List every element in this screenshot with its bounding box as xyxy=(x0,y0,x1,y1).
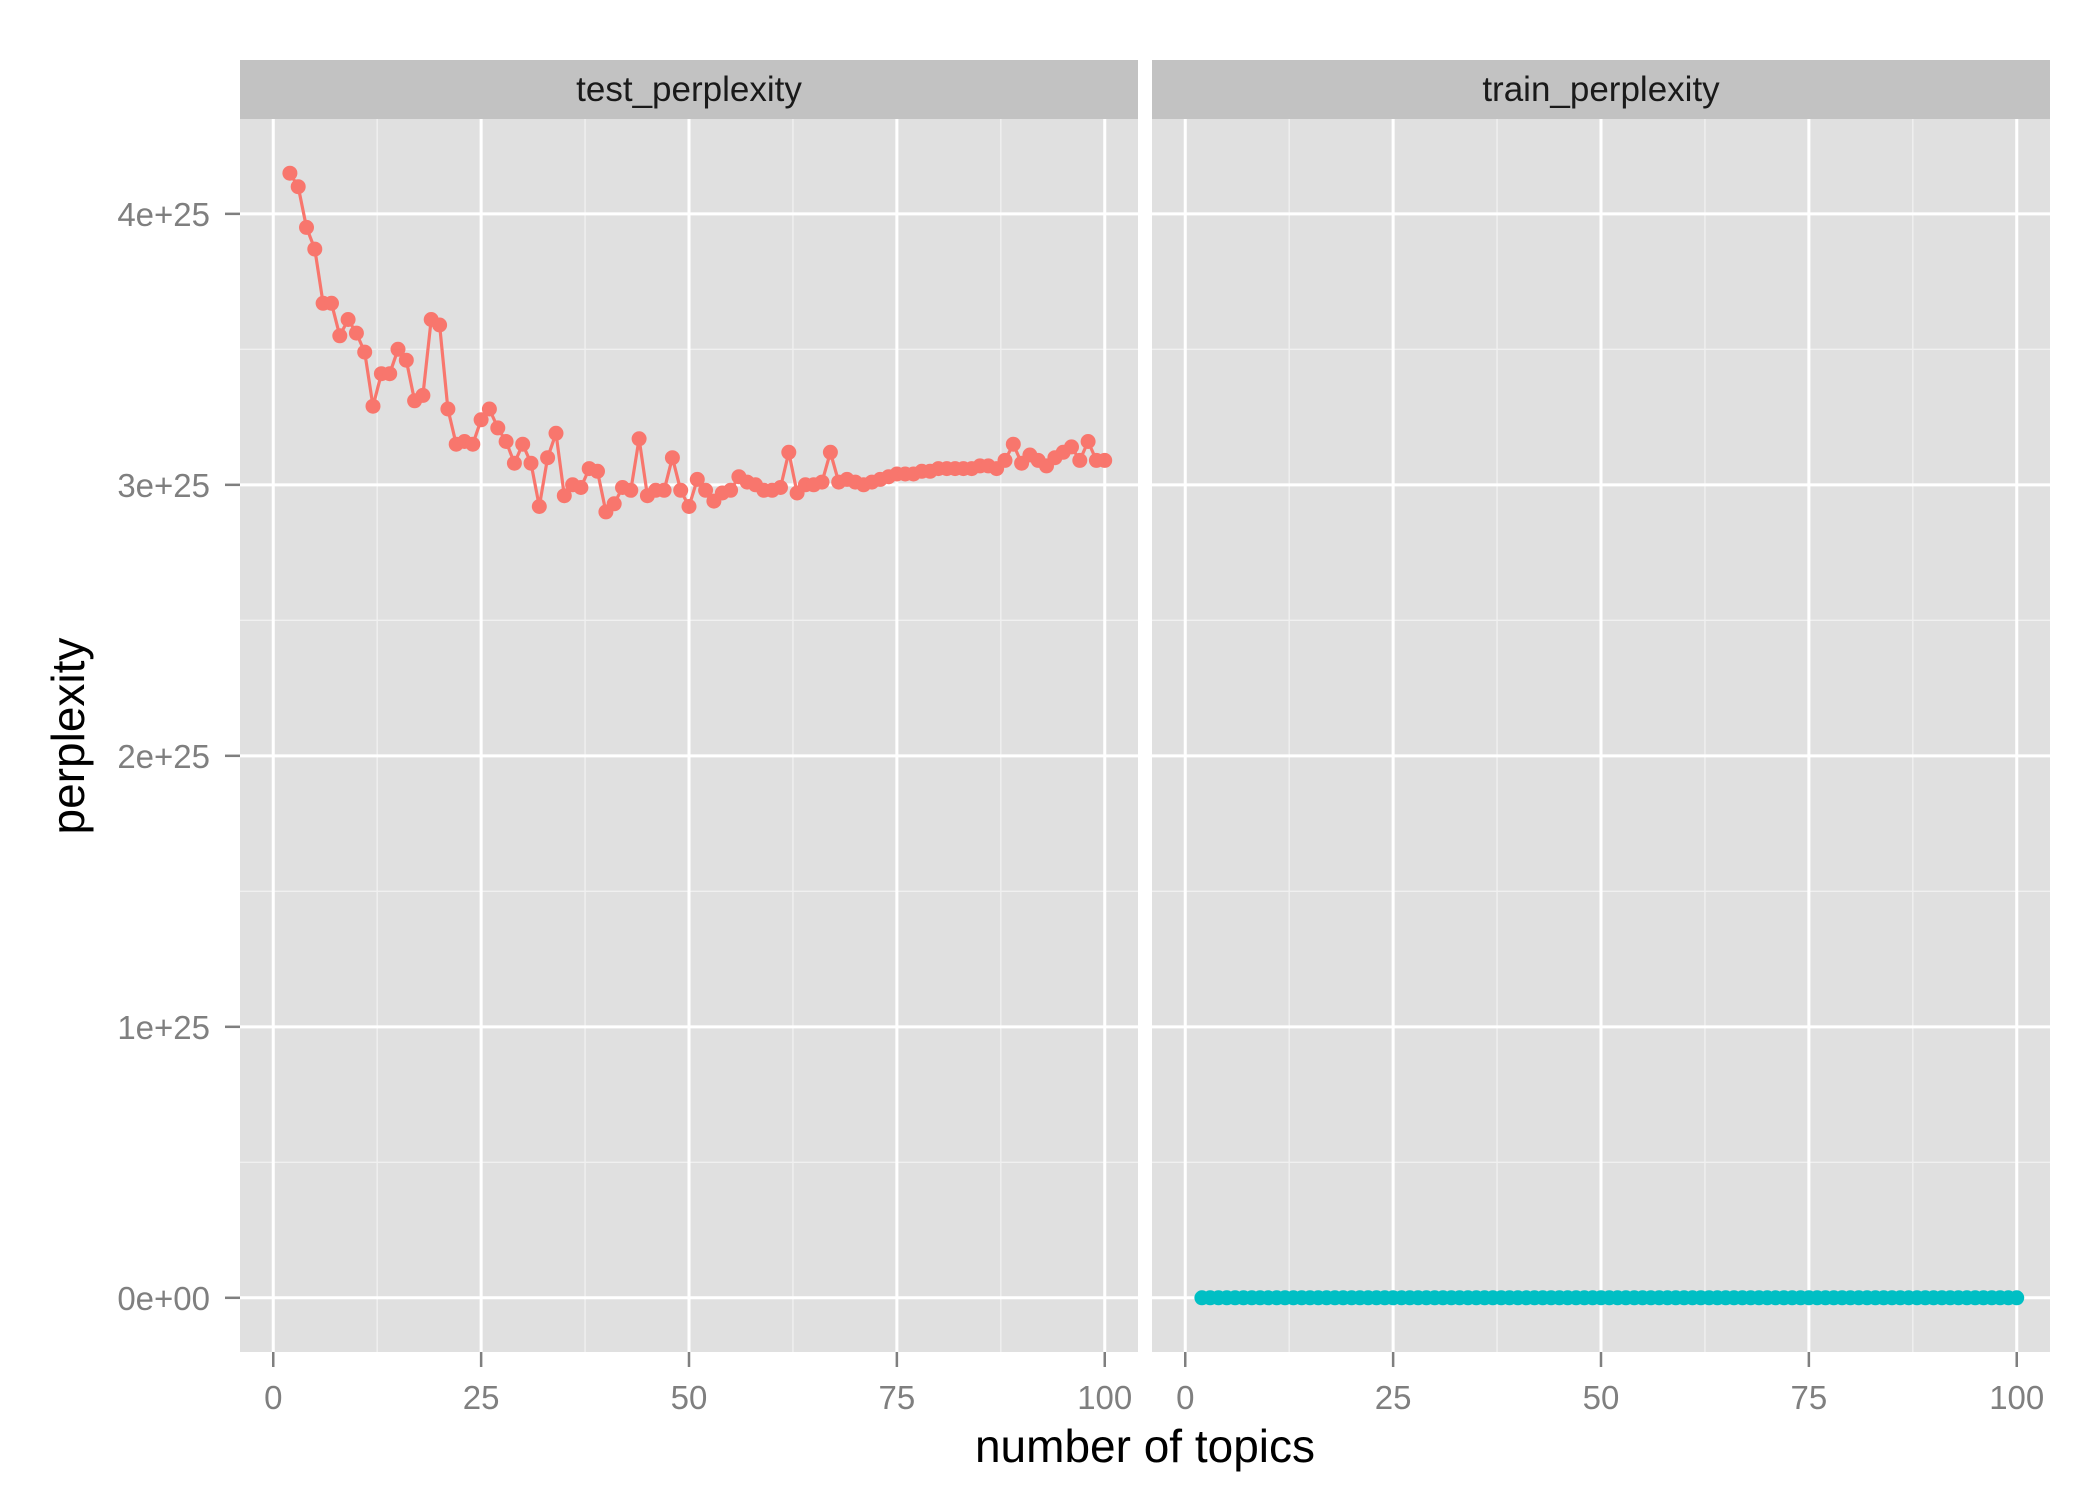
data-point xyxy=(689,471,705,487)
data-point xyxy=(1097,452,1113,468)
x-tick-label: 25 xyxy=(1375,1379,1412,1416)
facet-panel-train-perplexity: train_perplexity xyxy=(1152,60,2050,1352)
x-tick-label: 50 xyxy=(1583,1379,1620,1416)
data-point xyxy=(523,455,539,471)
data-point xyxy=(773,480,788,495)
x-tick-label: 50 xyxy=(671,1379,708,1416)
y-tick-label: 0e+00 xyxy=(117,1280,210,1317)
gridlines-test-perplexity xyxy=(240,119,1138,1352)
data-point xyxy=(781,444,797,460)
data-point xyxy=(282,165,298,181)
x-axis-title: number of topics xyxy=(975,1420,1315,1472)
data-point xyxy=(465,436,481,452)
data-point xyxy=(656,482,672,498)
y-tick-label: 4e+25 xyxy=(117,196,210,233)
data-point xyxy=(548,425,564,441)
data-point xyxy=(590,463,605,479)
y-tick-label: 1e+25 xyxy=(117,1009,210,1046)
data-point xyxy=(415,387,431,403)
data-point xyxy=(1072,452,1088,468)
data-point xyxy=(698,482,714,498)
x-tick-label: 0 xyxy=(1176,1379,1194,1416)
facet-strip-label-test-perplexity: test_perplexity xyxy=(576,70,802,109)
data-point xyxy=(506,455,522,471)
data-point xyxy=(390,341,406,357)
data-point xyxy=(398,352,414,368)
x-tick-label: 0 xyxy=(264,1379,282,1416)
data-point xyxy=(348,325,364,341)
x-tick-label: 100 xyxy=(1989,1379,2044,1416)
data-point xyxy=(481,401,497,417)
data-point xyxy=(290,179,306,195)
facet-panel-test-perplexity: test_perplexity xyxy=(240,60,1138,1352)
data-point xyxy=(556,488,572,504)
data-point xyxy=(814,474,830,490)
data-point xyxy=(664,450,680,466)
x-tick-label: 25 xyxy=(463,1379,500,1416)
data-point xyxy=(440,401,456,417)
data-point xyxy=(573,480,589,495)
data-point xyxy=(357,344,373,360)
data-point xyxy=(1064,439,1079,455)
y-axis: 0e+00 1e+25 2e+25 3e+25 4e+25 xyxy=(117,196,240,1317)
facet-strip-test-perplexity xyxy=(240,60,1138,119)
data-point xyxy=(515,436,531,452)
series-marks-train-perplexity xyxy=(1194,1290,2025,1306)
y-tick-label: 3e+25 xyxy=(117,467,210,504)
data-point xyxy=(498,434,514,449)
data-point xyxy=(1005,436,1021,452)
data-point xyxy=(365,398,381,414)
data-point xyxy=(822,444,838,460)
data-point xyxy=(490,420,506,436)
x-axis: 0 25 50 75 100 0 25 50 75 100 xyxy=(264,1352,2044,1416)
x-tick-label: 75 xyxy=(879,1379,916,1416)
y-axis-title: perplexity xyxy=(42,638,94,835)
data-point xyxy=(723,482,739,498)
data-point xyxy=(473,412,489,428)
data-point xyxy=(382,366,398,382)
data-point xyxy=(681,499,697,514)
facet-strip-train-perplexity xyxy=(1152,60,2050,119)
series-marks-test-perplexity xyxy=(282,165,1113,520)
data-point xyxy=(1080,434,1096,449)
data-point xyxy=(540,450,556,466)
data-point xyxy=(2009,1290,2025,1306)
y-tick-label: 2e+25 xyxy=(117,738,210,775)
data-point xyxy=(631,431,647,447)
data-point xyxy=(299,219,314,235)
data-point xyxy=(531,499,547,514)
data-point xyxy=(340,312,356,327)
x-tick-label: 100 xyxy=(1077,1379,1132,1416)
data-point xyxy=(332,328,348,344)
data-point xyxy=(606,496,622,512)
data-point xyxy=(324,295,339,311)
data-point xyxy=(623,482,639,498)
data-point xyxy=(432,317,448,333)
data-point xyxy=(673,482,689,498)
data-point xyxy=(997,452,1013,468)
data-point xyxy=(307,241,323,257)
x-tick-label: 75 xyxy=(1791,1379,1828,1416)
facet-strip-label-train-perplexity: train_perplexity xyxy=(1482,70,1720,109)
